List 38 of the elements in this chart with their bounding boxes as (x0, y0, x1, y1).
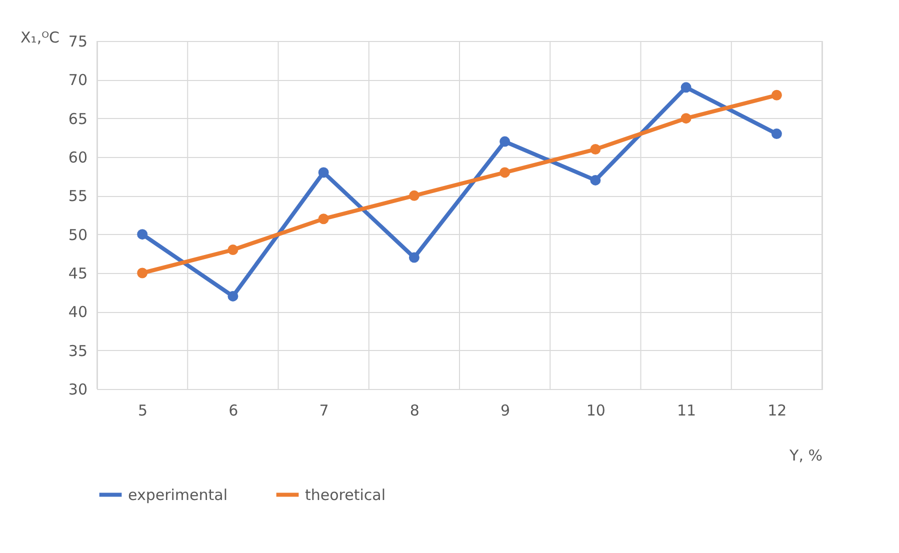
x-tick-label: 6 (228, 402, 238, 420)
point (680, 82, 692, 93)
x-tick-label: 10 (586, 402, 606, 420)
point (408, 252, 420, 263)
point (500, 167, 510, 178)
y-tick-label: 70 (68, 71, 88, 90)
x-tick-label: 9 (500, 402, 510, 420)
point (137, 229, 148, 240)
y-tick-label: 75 (68, 32, 88, 50)
x-axis-title: Y, % (788, 446, 822, 464)
y-tick-label: 30 (68, 380, 88, 398)
x-tick-label: 12 (768, 402, 787, 420)
point (137, 268, 148, 278)
point (680, 113, 692, 124)
point (771, 128, 782, 140)
point (590, 174, 601, 186)
x-tick-label: 5 (138, 402, 148, 420)
y-tick-label: 60 (68, 148, 88, 166)
y-tick-label: 40 (68, 303, 88, 322)
point (771, 90, 782, 100)
x-tick-label: 7 (319, 402, 329, 420)
point (318, 167, 329, 178)
legend-label: experimental (128, 486, 228, 504)
y-tick-label: 45 (68, 264, 88, 282)
point (228, 290, 238, 302)
legend-label: theoretical (305, 486, 386, 504)
point (500, 136, 510, 147)
x-tick-label: 11 (677, 402, 696, 420)
x-tick-label: 8 (410, 402, 420, 420)
point (590, 144, 601, 154)
point (408, 190, 420, 201)
point (318, 214, 329, 224)
y-tick-label: 65 (68, 110, 88, 128)
y-tick-label: 50 (68, 226, 88, 244)
y-tick-label: 55 (68, 187, 88, 206)
y-axis-title: X₁,ᴼC (20, 28, 60, 46)
point (228, 244, 238, 256)
y-tick-label: 35 (68, 342, 88, 360)
